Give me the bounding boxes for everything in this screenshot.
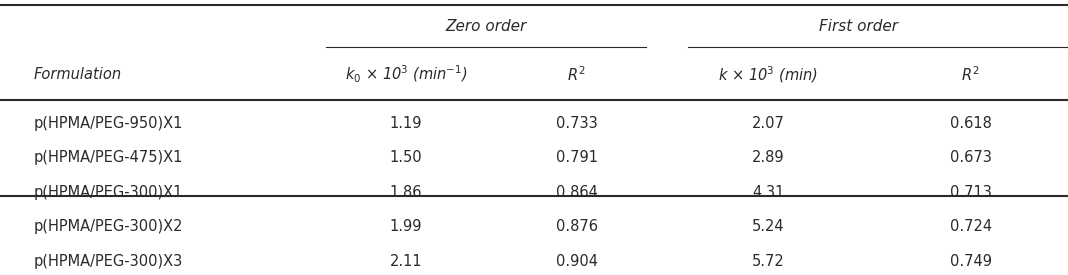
Text: 1.86: 1.86 [390,185,423,200]
Text: p(HPMA/PEG-300)X3: p(HPMA/PEG-300)X3 [33,254,183,269]
Text: 1.50: 1.50 [390,150,423,166]
Text: k$_0$ × 10$^3$ (min$^{-1}$): k$_0$ × 10$^3$ (min$^{-1}$) [345,64,468,85]
Text: 0.904: 0.904 [555,254,598,269]
Text: 0.864: 0.864 [555,185,598,200]
Text: 0.713: 0.713 [949,185,992,200]
Text: First order: First order [819,20,898,34]
Text: p(HPMA/PEG-300)X1: p(HPMA/PEG-300)X1 [33,185,183,200]
Text: $R^2$: $R^2$ [961,65,980,84]
Text: 0.876: 0.876 [555,219,598,234]
Text: 0.733: 0.733 [555,116,597,131]
Text: k × 10$^3$ (min): k × 10$^3$ (min) [719,64,818,85]
Text: 5.72: 5.72 [752,254,785,269]
Text: 2.07: 2.07 [752,116,785,131]
Text: 0.749: 0.749 [949,254,992,269]
Text: 5.24: 5.24 [752,219,785,234]
Text: p(HPMA/PEG-475)X1: p(HPMA/PEG-475)X1 [33,150,183,166]
Text: 1.19: 1.19 [390,116,423,131]
Text: 0.791: 0.791 [555,150,598,166]
Text: $R^2$: $R^2$ [567,65,586,84]
Text: p(HPMA/PEG-300)X2: p(HPMA/PEG-300)X2 [33,219,183,234]
Text: 2.89: 2.89 [752,150,785,166]
Text: 2.11: 2.11 [390,254,423,269]
Text: 4.31: 4.31 [752,185,785,200]
Text: 1.99: 1.99 [390,219,423,234]
Text: 0.724: 0.724 [949,219,992,234]
Text: Zero order: Zero order [445,20,527,34]
Text: 0.673: 0.673 [949,150,992,166]
Text: p(HPMA/PEG-950)X1: p(HPMA/PEG-950)X1 [33,116,183,131]
Text: Formulation: Formulation [33,67,122,82]
Text: 0.618: 0.618 [949,116,992,131]
